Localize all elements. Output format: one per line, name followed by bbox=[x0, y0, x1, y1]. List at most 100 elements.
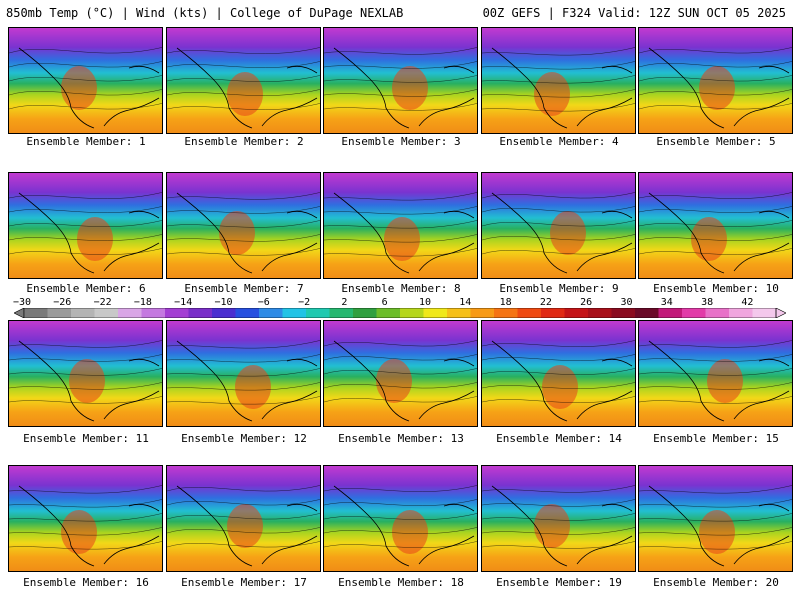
colorbar-swatch bbox=[259, 308, 283, 318]
colorbar-swatch bbox=[400, 308, 424, 318]
colorbar-tick-label: −10 bbox=[214, 297, 233, 308]
ensemble-map-7 bbox=[166, 172, 321, 279]
height-contour bbox=[482, 513, 635, 521]
height-contour bbox=[167, 75, 320, 82]
coastline bbox=[333, 47, 475, 129]
panel-label: Ensemble Member: 6 bbox=[26, 282, 146, 295]
height-contour bbox=[9, 75, 162, 82]
colorbar-tick-label: 22 bbox=[539, 297, 552, 308]
colorbar-tick-label: −26 bbox=[53, 297, 72, 308]
panel-label: Ensemble Member: 7 bbox=[184, 282, 304, 295]
height-contour bbox=[167, 485, 320, 492]
height-contour bbox=[324, 192, 477, 201]
height-contour bbox=[9, 382, 162, 390]
coastline bbox=[648, 485, 790, 567]
colorbar-swatch bbox=[494, 308, 518, 318]
height-contour bbox=[639, 513, 792, 522]
coastline bbox=[18, 340, 160, 422]
height-contour bbox=[482, 75, 635, 84]
height-contour bbox=[482, 354, 635, 361]
colorbar-swatch bbox=[658, 308, 683, 318]
colorbar-swatch bbox=[94, 308, 119, 318]
height-contour bbox=[482, 206, 635, 213]
height-contour bbox=[9, 192, 162, 199]
height-contour bbox=[639, 75, 792, 82]
warm-core bbox=[550, 211, 586, 255]
height-contour bbox=[167, 220, 320, 228]
height-contour bbox=[9, 368, 162, 376]
colorbar-swatch bbox=[353, 308, 377, 318]
ensemble-map-18 bbox=[323, 465, 478, 572]
colorbar-tick-label: −18 bbox=[133, 297, 152, 308]
ensemble-map-19 bbox=[481, 465, 636, 572]
colorbar-tick-label: 26 bbox=[580, 297, 593, 308]
height-contour bbox=[167, 234, 320, 242]
height-contour bbox=[324, 340, 477, 347]
colorbar-swatch bbox=[705, 308, 730, 318]
warm-core bbox=[384, 217, 420, 261]
height-contour bbox=[482, 61, 635, 70]
height-contour bbox=[324, 75, 477, 83]
panel-label: Ensemble Member: 20 bbox=[653, 576, 779, 589]
colorbar-swatch bbox=[729, 308, 753, 318]
temperature-colorbar bbox=[14, 308, 786, 318]
colorbar-swatch bbox=[71, 308, 95, 318]
height-contour bbox=[482, 192, 635, 199]
height-contour bbox=[639, 234, 792, 241]
warm-core bbox=[542, 365, 578, 409]
height-contour bbox=[9, 527, 162, 536]
panel-label: Ensemble Member: 18 bbox=[338, 576, 464, 589]
panel-label: Ensemble Member: 17 bbox=[181, 576, 307, 589]
height-contour bbox=[639, 103, 792, 110]
height-contour bbox=[9, 396, 162, 404]
colorbar-swatch bbox=[235, 308, 260, 318]
warm-core bbox=[227, 72, 263, 116]
height-contour bbox=[167, 499, 320, 506]
warm-core bbox=[699, 66, 735, 110]
height-contour bbox=[9, 103, 162, 110]
height-contour bbox=[167, 89, 320, 96]
height-contour bbox=[324, 354, 477, 361]
colorbar-swatch bbox=[470, 308, 495, 318]
height-contour bbox=[167, 527, 320, 534]
colorbar-tick-label: 10 bbox=[418, 297, 432, 308]
panel-label: Ensemble Member: 15 bbox=[653, 432, 779, 445]
warm-core bbox=[235, 365, 271, 409]
colorbar-swatch bbox=[541, 308, 565, 318]
ensemble-map-3 bbox=[323, 27, 478, 134]
panel-label: Ensemble Member: 9 bbox=[499, 282, 619, 295]
colorbar-swatch bbox=[24, 308, 48, 318]
colorbar-tick-label: −22 bbox=[93, 297, 112, 308]
coastline bbox=[333, 192, 475, 274]
header-valid-time: 00Z GEFS | F324 Valid: 12Z SUN OCT 05 20… bbox=[482, 6, 786, 20]
ensemble-map-9 bbox=[481, 172, 636, 279]
height-contour bbox=[482, 220, 635, 227]
height-contour bbox=[639, 206, 792, 213]
colorbar-swatch bbox=[752, 308, 777, 318]
warm-core bbox=[77, 217, 113, 261]
coastline bbox=[176, 47, 318, 129]
height-contour bbox=[639, 368, 792, 376]
height-contour bbox=[9, 499, 162, 508]
colorbar-swatch bbox=[329, 308, 354, 318]
height-contour bbox=[9, 485, 162, 494]
coastline bbox=[648, 340, 790, 422]
colorbar-swatch bbox=[588, 308, 612, 318]
warm-core bbox=[69, 359, 105, 403]
colorbar-swatch bbox=[141, 308, 166, 318]
height-contour bbox=[482, 340, 635, 347]
height-contour bbox=[324, 485, 477, 492]
height-contour bbox=[9, 248, 162, 255]
height-contour bbox=[324, 206, 477, 215]
panel-label: Ensemble Member: 3 bbox=[341, 135, 461, 148]
panel-label: Ensemble Member: 2 bbox=[184, 135, 304, 148]
coastline bbox=[18, 485, 160, 567]
height-contour bbox=[9, 47, 162, 54]
height-contour bbox=[167, 513, 320, 520]
warm-core bbox=[534, 504, 570, 548]
ensemble-map-16 bbox=[8, 465, 163, 572]
height-contour bbox=[9, 541, 162, 550]
height-contour bbox=[167, 206, 320, 214]
height-contour bbox=[482, 47, 635, 56]
panel-label: Ensemble Member: 13 bbox=[338, 432, 464, 445]
